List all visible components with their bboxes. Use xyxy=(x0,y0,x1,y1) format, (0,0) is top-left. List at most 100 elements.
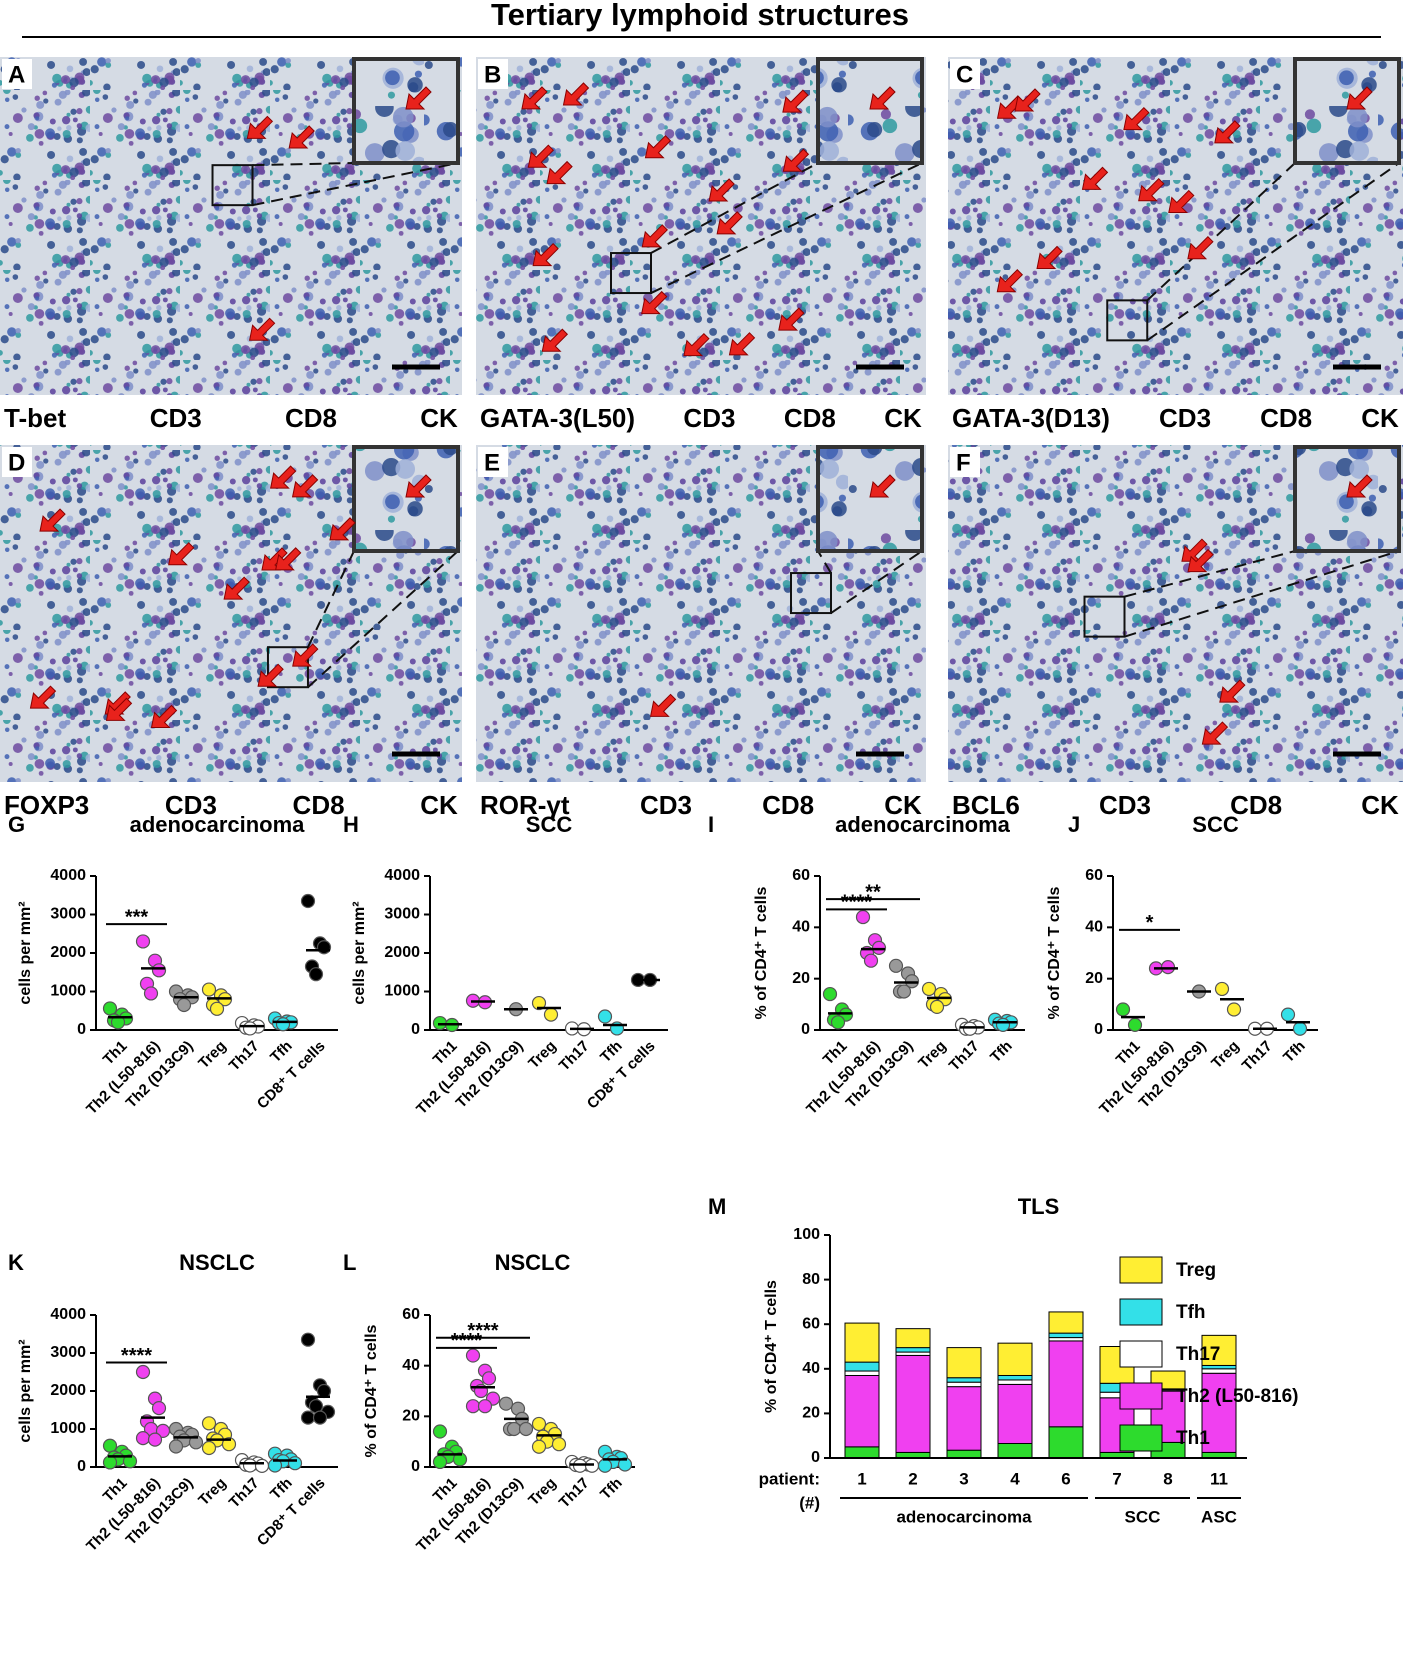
y-tick-label: 40 xyxy=(802,1360,820,1377)
data-point xyxy=(465,1348,481,1363)
arrow xyxy=(1219,679,1246,703)
data-point xyxy=(432,1454,448,1470)
y-tick-label: 1000 xyxy=(50,1420,86,1437)
y-tick-label: 0 xyxy=(411,1458,420,1475)
arrow xyxy=(246,115,274,139)
y-tick-label: 60 xyxy=(792,867,810,884)
zoom-box xyxy=(211,164,254,207)
data-point xyxy=(531,1416,547,1432)
chart-letter: M xyxy=(708,1194,726,1219)
y-tick-label: 0 xyxy=(411,1021,420,1038)
data-point xyxy=(995,1017,1011,1032)
x-tick-label: Treg xyxy=(525,1475,559,1509)
data-point xyxy=(221,1437,237,1452)
y-axis-label: % of CD4⁺ T cells xyxy=(763,1280,780,1413)
bar-segment xyxy=(1201,1368,1237,1374)
zoom-box xyxy=(610,252,652,295)
chart-title: adenocarcinoma xyxy=(130,812,306,837)
letter-bg xyxy=(950,59,980,89)
stain-label: CK xyxy=(1361,403,1399,433)
arrow xyxy=(644,135,672,159)
arrow xyxy=(1346,86,1373,110)
significance-label: **** xyxy=(467,1320,498,1342)
data-point xyxy=(316,940,332,955)
y-tick-label: 20 xyxy=(802,1405,820,1422)
stain-label: BCL6 xyxy=(952,790,1020,820)
arrow xyxy=(1138,177,1165,202)
bar-segment xyxy=(997,1383,1033,1445)
data-point xyxy=(1280,1007,1296,1022)
arrow xyxy=(1187,548,1214,573)
significance-label: **** xyxy=(451,1330,482,1352)
arrow xyxy=(29,685,57,709)
y-tick-label: 40 xyxy=(402,1357,420,1374)
y-tick-label: 0 xyxy=(77,1458,86,1475)
panel-letter: C xyxy=(956,61,973,88)
bar-segment xyxy=(844,1446,880,1459)
x-tick-label: Treg xyxy=(915,1038,949,1072)
y-tick-label: 0 xyxy=(1094,1021,1103,1038)
y-tick-label: 60 xyxy=(402,1306,420,1323)
chart-letter: I xyxy=(708,812,714,837)
bar-segment xyxy=(946,1449,982,1459)
panel-letter: E xyxy=(484,449,500,476)
y-tick-label: 3000 xyxy=(50,1344,86,1361)
y-tick-label: 80 xyxy=(802,1271,820,1288)
chart-title: NSCLC xyxy=(495,1250,571,1275)
stain-label: T-bet xyxy=(4,403,66,433)
letter-bg xyxy=(478,59,508,89)
arrow xyxy=(1201,721,1229,745)
y-tick-label: 0 xyxy=(801,1021,810,1038)
stain-label: CK xyxy=(884,403,922,433)
chart-letter: J xyxy=(1068,812,1080,837)
x-tick-label: Th17 xyxy=(946,1038,983,1075)
arrow xyxy=(1036,245,1063,269)
panel-letter: F xyxy=(956,449,971,476)
y-tick-label: 20 xyxy=(1085,970,1103,987)
chart-title: TLS xyxy=(1018,1194,1060,1219)
bar-segment xyxy=(844,1374,880,1448)
data-point xyxy=(572,1458,588,1473)
arrow xyxy=(1014,88,1041,112)
arrow xyxy=(405,474,432,498)
letter-bg xyxy=(950,447,980,477)
data-point xyxy=(597,1458,613,1473)
data-point xyxy=(1292,1021,1308,1036)
data-point xyxy=(1160,960,1176,975)
arrow xyxy=(649,693,677,717)
zoom-line xyxy=(817,550,832,574)
chart-title: SCC xyxy=(526,812,573,837)
arrow xyxy=(1187,235,1214,260)
data-point xyxy=(102,1001,118,1016)
letter-bg xyxy=(2,59,32,89)
data-point xyxy=(465,1399,481,1414)
y-tick-label: 2000 xyxy=(50,944,86,961)
bar-segment xyxy=(997,1342,1033,1376)
stain-label: GATA-3(D13) xyxy=(952,403,1110,433)
data-point xyxy=(308,967,324,982)
legend-swatch xyxy=(1119,1256,1163,1284)
arrow xyxy=(546,160,573,185)
data-point xyxy=(551,1437,567,1452)
stain-label: CD8 xyxy=(285,403,337,433)
bar-segment xyxy=(946,1347,982,1379)
zoom-box xyxy=(1083,595,1126,638)
data-point xyxy=(168,1439,184,1454)
bar-segment xyxy=(1201,1364,1237,1370)
y-axis-label: % of CD4⁺ T cells xyxy=(363,1324,380,1457)
stain-label: CD8 xyxy=(784,403,836,433)
data-point xyxy=(300,893,316,909)
zoom-line xyxy=(1124,550,1400,638)
y-tick-label: 4000 xyxy=(50,867,86,884)
stain-label: CK xyxy=(1361,790,1399,820)
x-tick-label: 2 xyxy=(908,1469,917,1488)
bar-segment xyxy=(1048,1426,1084,1459)
significance-label: *** xyxy=(125,906,149,928)
panel-letter: D xyxy=(8,449,25,476)
stain-label: CD8 xyxy=(293,790,345,820)
data-point xyxy=(506,1421,522,1437)
arrow xyxy=(168,542,195,566)
data-point xyxy=(147,1432,163,1447)
data-point xyxy=(477,1399,493,1414)
data-point xyxy=(896,984,912,999)
